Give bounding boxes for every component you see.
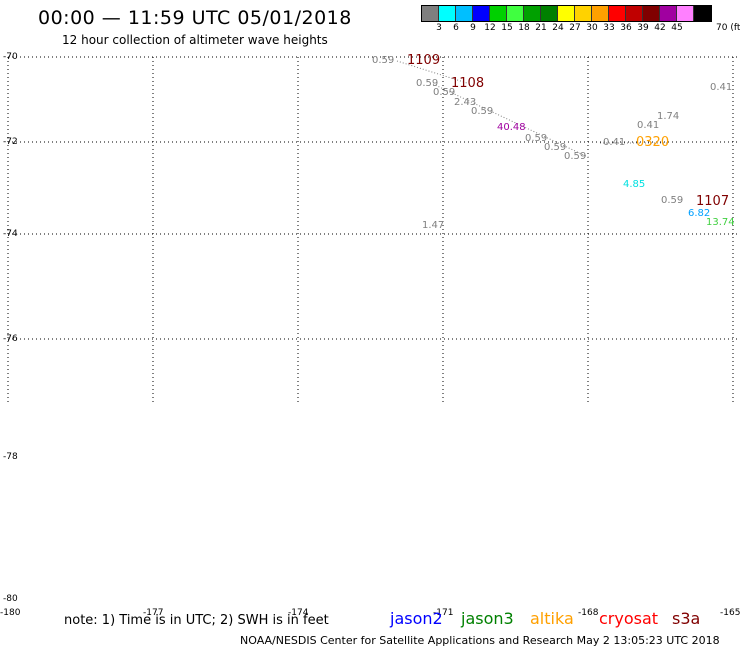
satellite-track-1108 (432, 83, 591, 159)
lat-label: -80 (3, 594, 18, 604)
lon-label: -177 (143, 608, 164, 618)
wave-height-value: 13.74 (706, 217, 735, 228)
legend-tick-label: 39 (637, 23, 649, 33)
color-swatch (541, 6, 558, 21)
satellite-legend-s3a: s3a (672, 609, 701, 628)
wave-height-value: 0.59 (544, 142, 567, 153)
legend-tick-label: 33 (603, 23, 615, 33)
satellite-legend-jason2: jason2 (390, 609, 443, 628)
track-time-label: 0320 (636, 135, 670, 150)
color-swatch (575, 6, 592, 21)
wave-height-value: 0.59 (433, 87, 456, 98)
color-swatch (609, 6, 626, 21)
lat-label: -78 (3, 452, 18, 462)
color-scale-legend (421, 5, 712, 22)
legend-tick-label: 24 (552, 23, 564, 33)
wave-height-value: 40.48 (497, 122, 526, 133)
satellite-legend-cryosat: cryosat (599, 609, 659, 628)
color-swatch (558, 6, 575, 21)
color-swatch (456, 6, 473, 21)
legend-tick-label: 15 (501, 23, 513, 33)
wave-height-value: 0.59 (525, 133, 548, 144)
track-time-label: 1107 (696, 194, 730, 209)
color-swatch (677, 6, 694, 21)
satellite-legend-jason3: jason3 (461, 609, 514, 628)
legend-tick-label: 12 (484, 23, 496, 33)
color-swatch (643, 6, 660, 21)
track-time-label: 1109 (407, 53, 441, 68)
wave-height-value: 0.41 (603, 137, 626, 148)
wave-height-value: 4.85 (623, 179, 646, 190)
legend-tick-label: 6 (453, 23, 459, 33)
lon-label: -165 (720, 608, 740, 618)
color-swatch (626, 6, 643, 21)
lat-label: -70 (3, 52, 18, 62)
legend-unit-label: 70 (ft) (716, 23, 740, 33)
color-swatch (592, 6, 609, 21)
lon-label: -174 (288, 608, 309, 618)
color-swatch (439, 6, 456, 21)
legend-tick-label: 30 (586, 23, 598, 33)
legend-tick-label: 18 (518, 23, 530, 33)
color-swatch (507, 6, 524, 21)
wave-height-value: 0.59 (372, 55, 395, 66)
wave-height-value: 6.82 (688, 208, 711, 219)
map-subtitle: 12 hour collection of altimeter wave hei… (62, 33, 328, 47)
footer-note: note: 1) Time is in UTC; 2) SWH is in fe… (64, 613, 329, 628)
wave-height-value: 0.59 (416, 78, 439, 89)
color-swatch (694, 6, 711, 21)
map-title: 00:00 — 11:59 UTC 05/01/2018 (38, 7, 352, 29)
legend-tick-label: 27 (569, 23, 581, 33)
satellite-track-1109 (396, 60, 471, 85)
lon-label: -168 (578, 608, 599, 618)
legend-tick-label: 21 (535, 23, 547, 33)
legend-tick-label: 45 (671, 23, 683, 33)
lat-label: -72 (3, 137, 18, 147)
color-swatch (473, 6, 490, 21)
wave-height-value: 0.41 (710, 82, 733, 93)
lat-label: -74 (3, 229, 18, 239)
wave-height-value: 0.59 (661, 195, 684, 206)
color-swatch (524, 6, 541, 21)
color-swatch (422, 6, 439, 21)
color-swatch (660, 6, 677, 21)
lon-label: -171 (433, 608, 454, 618)
wave-height-value: 0.41 (637, 120, 660, 131)
lat-label: -76 (3, 334, 18, 344)
satellite-legend-altika: altika (530, 609, 574, 628)
credit-line: NOAA/NESDIS Center for Satellite Applica… (240, 634, 720, 647)
wave-height-value: 1.74 (657, 111, 680, 122)
wave-height-value: 0.59 (564, 151, 587, 162)
lon-label: -180 (0, 608, 21, 618)
color-swatch (490, 6, 507, 21)
legend-tick-label: 9 (470, 23, 476, 33)
legend-tick-label: 3 (436, 23, 442, 33)
wave-height-value: 0.59 (471, 106, 494, 117)
legend-tick-label: 36 (620, 23, 632, 33)
wave-height-value: 2.43 (454, 97, 477, 108)
track-time-label: 1108 (451, 76, 485, 91)
wave-height-value: 1.47 (422, 220, 445, 231)
legend-tick-label: 42 (654, 23, 666, 33)
